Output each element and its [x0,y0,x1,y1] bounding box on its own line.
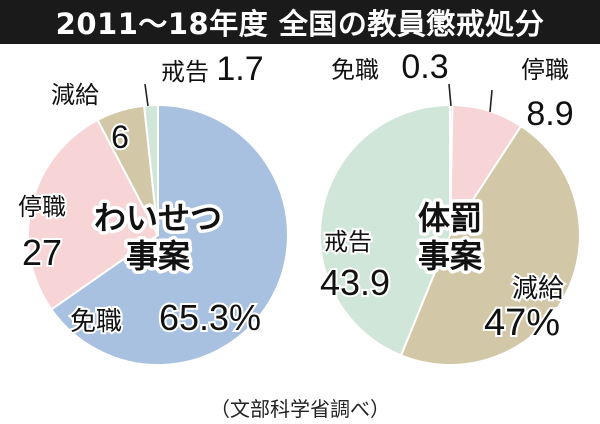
center-label: 体罰 [418,199,482,237]
slice-label: 戒告 [161,58,209,86]
slice-value: 8.9 [526,95,573,133]
chart-title: 2011〜18年度 全国の教員懲戒処分 [0,0,600,44]
leader-line [489,89,493,113]
leader-line [448,83,452,107]
pie-slice-menshoku [50,103,289,366]
slice-value: 6 [111,119,129,155]
slice-label: 免職 [70,307,122,337]
slice-label: 戒告 [324,228,372,256]
slice-value: 65.3% [159,297,261,338]
slice-value: 1.7 [216,50,263,88]
leader-line [144,83,149,107]
source-note: （文部科学省調べ） [210,397,390,421]
slice-label: 免職 [331,56,379,84]
center-label: わいせつ [94,199,222,237]
slice-label: 減給 [51,81,99,109]
slice-value: 47% [484,302,560,344]
pie-slice-kaikoku [143,103,159,236]
slice-label: 停職 [18,193,66,221]
slice-value: 27 [22,232,62,273]
pie-slice-genkyu [399,124,581,366]
pie-slice-kaikoku [319,103,451,357]
center-label: 事案 [126,237,191,275]
slice-label: 停職 [521,56,569,84]
pie-slice-teishoku [27,118,160,311]
slice-label: 減給 [512,274,564,304]
slice-value: 43.9 [320,262,390,303]
slice-value: 0.3 [401,48,448,86]
center-label: 事案 [418,237,483,275]
